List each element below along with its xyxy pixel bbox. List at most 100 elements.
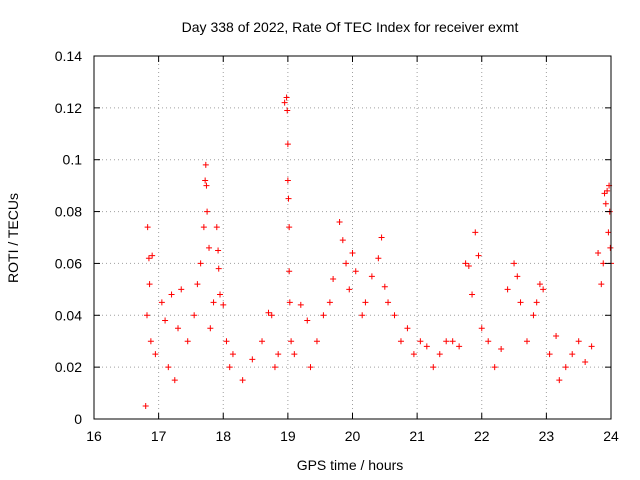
data-point <box>197 260 204 267</box>
data-point <box>598 281 605 288</box>
data-point <box>417 338 424 345</box>
data-point <box>575 338 582 345</box>
data-point <box>291 351 298 358</box>
data-point <box>147 338 154 345</box>
data-point <box>523 338 530 345</box>
y-tick-label: 0 <box>74 411 82 427</box>
data-point <box>320 312 327 319</box>
data-point <box>142 403 149 410</box>
data-point <box>202 177 209 184</box>
data-point <box>313 338 320 345</box>
y-tick-label: 0.06 <box>55 255 82 271</box>
data-point <box>378 234 385 241</box>
data-point <box>220 301 227 308</box>
data-point <box>143 312 150 319</box>
data-point <box>514 273 521 280</box>
data-point <box>362 299 369 306</box>
grid-layer <box>94 56 611 419</box>
data-point <box>210 299 217 306</box>
data-point <box>601 190 608 197</box>
data-point <box>582 358 589 365</box>
data-point <box>536 281 543 288</box>
data-point <box>206 244 213 251</box>
data-point <box>546 351 553 358</box>
data-point <box>397 338 404 345</box>
data-point <box>475 252 482 259</box>
data-point <box>239 377 246 384</box>
data-point <box>339 237 346 244</box>
data-point <box>588 343 595 350</box>
data-point <box>553 333 560 340</box>
y-tick-label: 0.1 <box>63 152 83 168</box>
x-tick-label: 17 <box>151 428 167 444</box>
data-point <box>284 141 291 148</box>
chart-title: Day 338 of 2022, Rate Of TEC Index for r… <box>182 19 519 35</box>
y-tick-label: 0.08 <box>55 204 82 220</box>
data-point <box>343 260 350 267</box>
data-point <box>200 224 207 231</box>
data-point <box>281 99 288 106</box>
data-point <box>307 364 314 371</box>
data-point <box>288 338 295 345</box>
data-point <box>498 345 505 352</box>
data-point <box>562 364 569 371</box>
data-point <box>175 325 182 332</box>
data-point <box>504 286 511 293</box>
data-point <box>381 283 388 290</box>
x-tick-label: 21 <box>409 428 425 444</box>
data-point <box>145 255 152 262</box>
data-point <box>226 364 233 371</box>
data-point <box>443 338 450 345</box>
data-point <box>385 299 392 306</box>
data-point <box>359 312 366 319</box>
axis-ticks: 16 17 18 19 20 21 22 23 24 0 0.02 0.04 0.06 0.08 0.1 0.… <box>55 48 619 444</box>
data-point <box>533 299 540 306</box>
data-point <box>511 260 518 267</box>
data-point <box>472 229 479 236</box>
data-point <box>268 312 275 319</box>
data-point <box>607 244 614 251</box>
x-axis-label: GPS time / hours <box>297 457 404 473</box>
data-point <box>223 338 230 345</box>
data-point <box>215 247 222 254</box>
data-point <box>485 338 492 345</box>
data-point <box>178 286 185 293</box>
data-point <box>326 299 333 306</box>
data-point <box>152 351 159 358</box>
data-point <box>207 325 214 332</box>
data-point <box>285 195 292 202</box>
data-point <box>249 356 256 363</box>
data-point <box>184 338 191 345</box>
data-point <box>352 268 359 275</box>
data-point <box>469 291 476 298</box>
data-point <box>283 94 290 101</box>
data-point <box>436 351 443 358</box>
data-point <box>297 301 304 308</box>
data-point <box>284 107 291 114</box>
data-point <box>349 250 356 257</box>
data-point <box>194 281 201 288</box>
y-axis-label: ROTI / TECUs <box>5 193 21 283</box>
data-point <box>202 161 209 168</box>
data-point <box>203 182 210 189</box>
data-point <box>144 224 151 231</box>
data-point <box>171 377 178 384</box>
x-tick-label: 23 <box>539 428 555 444</box>
data-point <box>410 351 417 358</box>
data-point <box>375 255 382 262</box>
data-point <box>465 263 472 270</box>
data-point <box>168 291 175 298</box>
y-tick-label: 0.12 <box>55 100 82 116</box>
data-point <box>215 265 222 272</box>
data-point <box>191 312 198 319</box>
x-tick-label: 16 <box>86 428 102 444</box>
data-point <box>146 281 153 288</box>
data-point <box>556 377 563 384</box>
data-point <box>162 317 169 324</box>
data-point <box>284 177 291 184</box>
y-tick-label: 0.14 <box>55 48 82 64</box>
x-tick-label: 22 <box>474 428 490 444</box>
data-point <box>368 273 375 280</box>
data-point <box>602 200 609 207</box>
data-point <box>229 351 236 358</box>
